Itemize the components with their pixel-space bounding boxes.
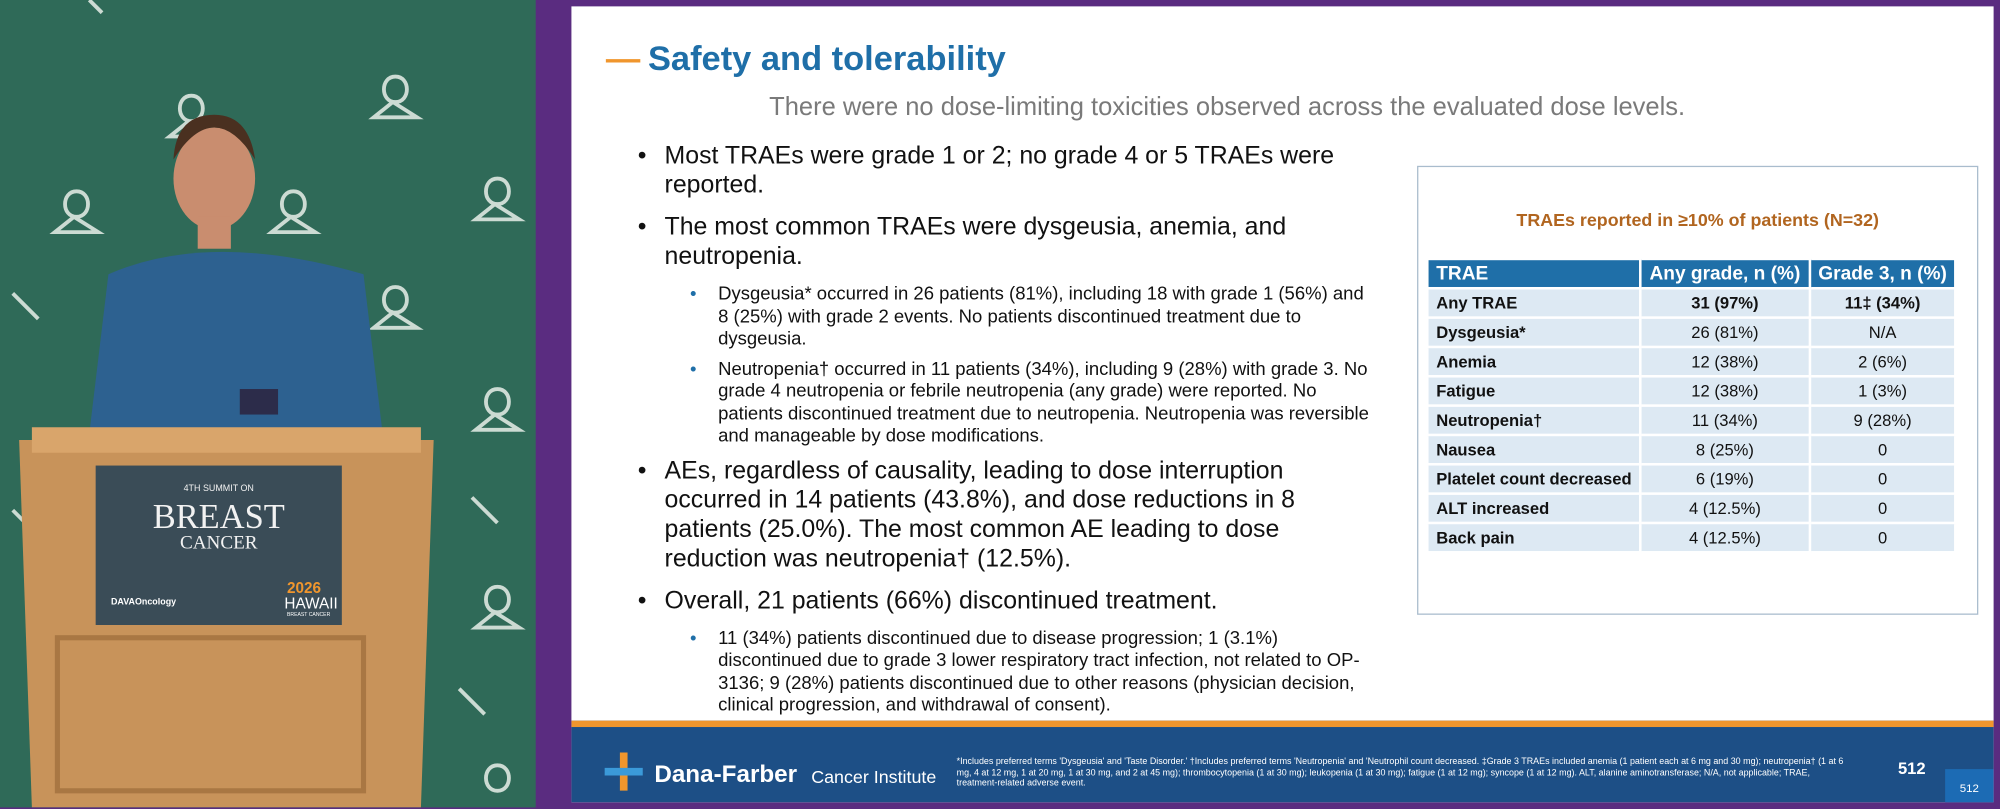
table-cell: 26 (81%) [1639, 316, 1811, 349]
table-cell: 6 (19%) [1639, 463, 1811, 495]
bullet: The most common TRAEs were dysgeusia, an… [638, 213, 1378, 272]
table-cell: 4 (12.5%) [1639, 492, 1811, 525]
table-cell: Dysgeusia* [1426, 316, 1642, 349]
table-row: Anemia 12 (38%) 2 (6%) [1426, 345, 1958, 378]
table-cell: 0 [1808, 433, 1958, 466]
table-cell: 8 (25%) [1639, 433, 1811, 466]
table-title: TRAEs reported in ≥10% of patients (N=32… [1516, 209, 1879, 230]
table-row: Back pain 4 (12.5%) 0 [1426, 521, 1958, 554]
bullet: AEs, regardless of causality, leading to… [638, 456, 1378, 573]
table-row: Platelet count decreased 6 (19%) 0 [1426, 463, 1958, 495]
header-cell: Any grade, n (%) [1639, 257, 1811, 290]
header-row: TRAE Any grade, n (%) Grade 3, n (%) [1426, 257, 1958, 290]
footnote: *Includes preferred terms 'Dysgeusia' an… [956, 757, 1844, 789]
institute: Dana-Farber [654, 761, 798, 789]
header-cell: Grade 3, n (%) [1808, 257, 1958, 290]
table-cell: 0 [1808, 521, 1958, 554]
institute-sub: Cancer Institute [811, 766, 937, 787]
year: 2026 [286, 579, 322, 597]
slide-title-wrap: — Safety and tolerability [606, 40, 1006, 80]
video-scene [11, 0, 526, 808]
table-cell: N/A [1808, 316, 1958, 349]
table-box: TRAEs reported in ≥10% of patients (N=32… [1417, 165, 1979, 615]
page-number: 512 [1945, 769, 1994, 803]
table-cell: 0 [1808, 492, 1958, 525]
sponsor: DAVAOncology [110, 598, 177, 608]
table-cell: 4 (12.5%) [1639, 521, 1811, 554]
speaker-video: 4TH SUMMIT ON BREAST CANCER DAVAOncology… [0, 0, 536, 808]
table-row: ALT increased 4 (12.5%) 0 [1426, 492, 1958, 525]
table-cell: Back pain [1426, 521, 1642, 554]
table-row: Fatigue 12 (38%) 1 (3%) [1426, 374, 1958, 407]
sign-line: CANCER [179, 533, 258, 554]
sign-line: 4TH SUMMIT ON [183, 484, 254, 494]
sub-bullet: Dysgeusia* occurred in 26 patients (81%)… [665, 284, 1378, 351]
table-cell: Nausea [1426, 433, 1642, 466]
table-cell: Neutropenia† [1426, 404, 1642, 437]
slide-title: Safety and tolerability [647, 39, 1006, 78]
event: BREAST CANCER [286, 610, 331, 618]
table-cell: 11 (34%) [1639, 404, 1811, 437]
table-row: Dysgeusia* 26 (81%) N/A [1426, 316, 1958, 349]
sign-line: BREAST [152, 497, 285, 536]
table-cell: ALT increased [1426, 492, 1642, 525]
table-cell: 2 (6%) [1808, 345, 1958, 378]
bullet: Overall, 21 patients (66%) discontinued … [638, 586, 1378, 615]
table-cell: 0 [1808, 463, 1958, 495]
title-dash: — [605, 39, 641, 78]
table-cell: 12 (38%) [1639, 345, 1811, 378]
table-cell: Anemia [1426, 345, 1642, 378]
table-cell: Any TRAE [1426, 286, 1642, 319]
table-cell: 1 (3%) [1808, 374, 1958, 407]
footer: Dana-Farber Cancer Institute *Includes p… [571, 720, 1994, 803]
trae-table: TRAE Any grade, n (%) Grade 3, n (%) Any TR… [1426, 257, 1958, 554]
slide: — Safety and tolerability There were no d… [571, 6, 1994, 803]
table-cell: Fatigue [1426, 374, 1642, 407]
table-cell: 12 (38%) [1639, 374, 1811, 407]
table-cell: 11‡ (34%) [1808, 286, 1958, 319]
table-row: Nausea 8 (25%) 0 [1426, 433, 1958, 466]
logo [604, 752, 643, 791]
table-cell: Platelet count decreased [1426, 463, 1642, 495]
header-cell: TRAE [1426, 257, 1642, 290]
table-cell: 31 (97%) [1639, 286, 1811, 319]
place: HAWAII [284, 594, 338, 613]
bullet: Most TRAEs were grade 1 or 2; no grade 4… [638, 142, 1378, 201]
slide-subtitle: There were no dose-limiting toxicities o… [769, 93, 1686, 122]
table-cell: 9 (28%) [1808, 404, 1958, 437]
sub-bullet: 11 (34%) patients discontinued due to di… [665, 628, 1378, 717]
sub-bullet: Neutropenia† occurred in 11 patients (34… [665, 359, 1378, 448]
table-row: Neutropenia† 11 (34%) 9 (28%) [1426, 404, 1958, 437]
bullet-list: Most TRAEs were grade 1 or 2; no grade 4… [638, 142, 1378, 726]
table-row: Any TRAE 31 (97%) 11‡ (34%) [1426, 286, 1958, 319]
podium-sign: 4TH SUMMIT ON BREAST CANCER DAVAOncology… [96, 466, 342, 625]
page-number-overlay: 512 [1897, 758, 1926, 779]
table-body: Any TRAE 31 (97%) 11‡ (34%) Dysgeusia* 26 (8… [1426, 286, 1958, 554]
